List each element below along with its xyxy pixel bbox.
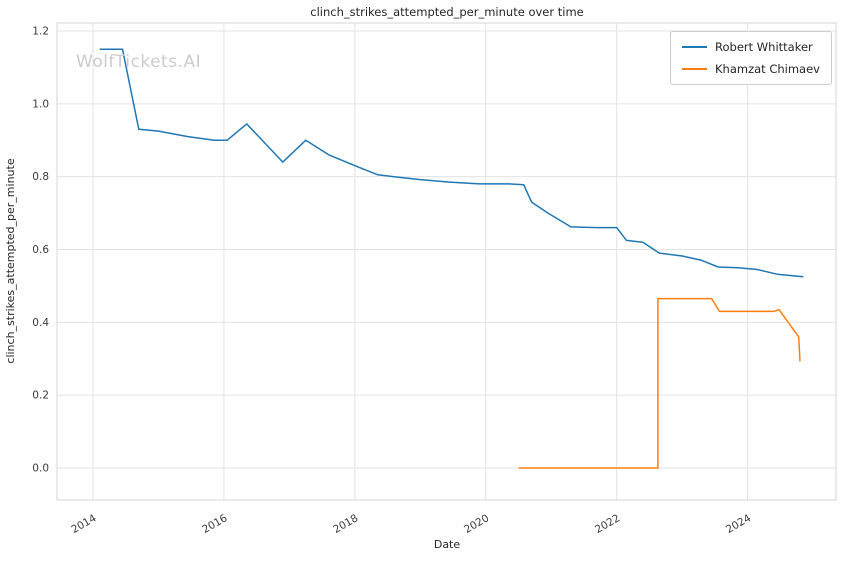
y-tick-label: 0.0 [32, 462, 49, 474]
chart-title: clinch_strikes_attempted_per_minute over… [310, 5, 583, 19]
legend-line-swatch [682, 68, 708, 70]
legend-item: Robert Whittaker [682, 40, 820, 54]
x-tick-label: 2020 [462, 512, 491, 536]
y-tick-label: 1.2 [32, 26, 49, 38]
y-tick-label: 1.0 [32, 98, 49, 110]
series-line-0 [99, 48, 804, 278]
watermark: WolfTickets.AI [76, 52, 201, 72]
x-axis-label: Date [434, 538, 461, 551]
legend-line-swatch [682, 46, 708, 48]
y-tick-label: 0.6 [32, 244, 49, 256]
legend: Robert Whittaker Khamzat Chimaev [670, 31, 832, 85]
y-tick-label: 0.2 [32, 390, 49, 402]
legend-label: Robert Whittaker [715, 40, 813, 54]
series-line-1 [518, 297, 801, 469]
x-tick-label: 2022 [593, 512, 622, 536]
y-tick-label: 0.8 [32, 171, 49, 183]
y-axis-label: clinch_strikes_attempted_per_minute [4, 158, 17, 363]
legend-item: Khamzat Chimaev [682, 62, 820, 76]
plot-border [56, 22, 837, 501]
chart-generated-layer: 0.0 0.2 0.4 0.6 0.8 1.0 1.2 2014 2016 2018 2020 202… [32, 22, 837, 536]
legend-label: Khamzat Chimaev [715, 62, 820, 76]
y-tick-label: 0.4 [32, 317, 49, 329]
x-tick-label: 2016 [200, 512, 229, 536]
x-tick-label: 2018 [331, 512, 360, 536]
x-tick-label: 2014 [69, 512, 98, 536]
x-tick-label: 2024 [724, 512, 753, 536]
